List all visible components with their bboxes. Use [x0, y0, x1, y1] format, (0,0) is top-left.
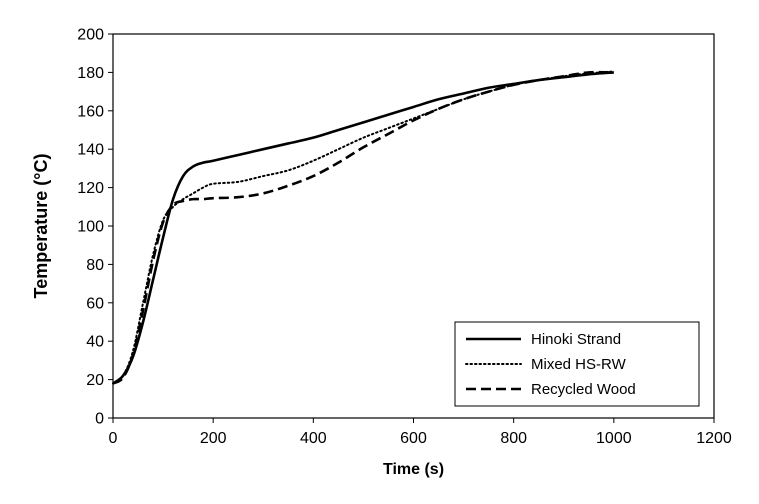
y-tick-label: 20	[86, 372, 104, 389]
x-tick-label: 600	[400, 430, 427, 447]
x-tick-label: 0	[109, 430, 118, 447]
x-tick-label: 800	[500, 430, 527, 447]
y-tick-label: 200	[77, 27, 104, 44]
x-axis-title: Time (s)	[383, 461, 444, 478]
x-axis-ticks: 0 200 400 600 800 1000 1200	[109, 418, 732, 447]
legend-label: Mixed HS-RW	[531, 356, 627, 373]
y-axis-title: Temperature (°C)	[31, 154, 51, 299]
series-line-hinoki-strand	[112, 71, 614, 385]
y-tick-label: 140	[77, 142, 104, 159]
legend-label: Hinoki Strand	[531, 331, 621, 348]
x-tick-label: 400	[300, 430, 327, 447]
legend-box	[454, 321, 700, 407]
y-tick-label: 80	[86, 257, 104, 274]
y-tick-label: 120	[77, 180, 104, 197]
x-tick-label: 1000	[596, 430, 632, 447]
x-tick-label: 200	[200, 430, 227, 447]
y-axis-ticks: 0 20 40 60 80 100 120 140 160 180 200	[77, 27, 113, 428]
series-layer	[112, 70, 615, 385]
y-tick-label: 100	[77, 219, 104, 236]
x-tick-label: 1200	[696, 430, 732, 447]
plot-area-frame	[112, 33, 715, 419]
y-tick-label: 180	[77, 65, 104, 82]
legend: Hinoki Strand Mixed HS-RW Recycled Wood	[454, 321, 700, 407]
legend-label: Recycled Wood	[531, 381, 636, 398]
y-tick-label: 60	[86, 295, 104, 312]
y-tick-label: 160	[77, 103, 104, 120]
y-tick-label: 40	[86, 334, 104, 351]
y-tick-label: 0	[95, 411, 104, 428]
